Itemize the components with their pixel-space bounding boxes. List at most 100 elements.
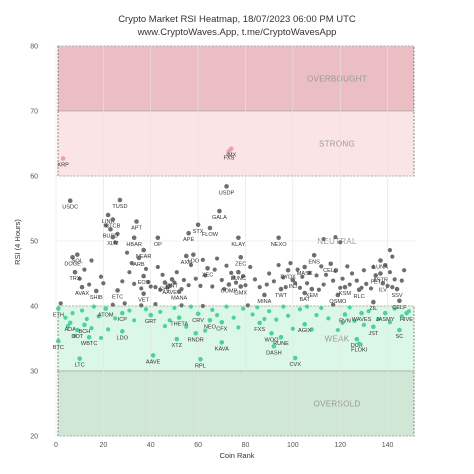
coin-point <box>304 304 310 309</box>
coin-point-link <box>105 212 111 218</box>
coin-point-ldo <box>120 329 125 334</box>
coin-point <box>63 315 68 320</box>
coin-point-neo <box>207 318 213 323</box>
zone-oversold <box>57 370 415 437</box>
coin-point-osmo <box>335 292 341 298</box>
coin-label-doge: DOGE <box>64 261 81 267</box>
coin-point <box>314 313 319 318</box>
coin-point <box>390 254 395 259</box>
zone-strong <box>57 110 415 177</box>
coin-point-xec <box>205 266 210 271</box>
coin-point <box>335 327 340 333</box>
coin-label-zec: ZEC <box>235 261 246 267</box>
coin-point <box>281 304 286 309</box>
coin-point <box>127 308 132 313</box>
coin-point-lunc <box>236 269 241 275</box>
coin-point <box>193 276 198 281</box>
coin-point-rpl <box>198 357 203 362</box>
coin-point <box>181 277 186 283</box>
coin-label-dcr: DCR <box>351 343 363 349</box>
coin-point <box>203 328 208 333</box>
x-tick-label: 140 <box>382 442 394 449</box>
coin-point-aave <box>150 353 156 358</box>
coin-point <box>319 264 324 269</box>
coin-label-ada: ADA <box>64 327 76 333</box>
coin-point-celf <box>397 298 402 304</box>
coin-point <box>274 317 279 322</box>
coin-point <box>233 280 239 285</box>
coin-point <box>122 301 127 306</box>
coin-point-mana <box>176 289 182 295</box>
coin-point-dot <box>75 327 80 333</box>
coin-point <box>91 304 96 309</box>
coin-label-eth: ETH <box>53 313 64 319</box>
coin-point <box>392 277 397 282</box>
coin-point-kava <box>219 340 225 345</box>
coin-point <box>309 327 314 332</box>
coin-point <box>281 275 286 280</box>
x-tick-label: 100 <box>287 442 299 449</box>
coin-point-imx <box>228 146 234 151</box>
coin-point-woo <box>269 331 274 336</box>
coin-label-rlc: RLC <box>354 294 365 300</box>
coin-label-sol: SOL <box>72 259 83 265</box>
coin-point <box>210 284 215 289</box>
coin-label-flow: FLOW <box>202 232 219 238</box>
coin-point <box>148 284 153 289</box>
coin-point <box>333 235 338 240</box>
coin-point-luna <box>378 258 383 263</box>
coin-point-aave <box>167 283 172 289</box>
coin-label-woo: WOO <box>265 337 280 343</box>
coin-point-fet <box>373 273 379 278</box>
coin-point <box>84 316 89 322</box>
coin-point <box>331 278 336 283</box>
coin-label-btcb: BTCB <box>105 224 120 230</box>
coin-label-cfx: CFX <box>216 326 227 332</box>
coin-point <box>82 267 87 272</box>
x-axis-label: Coin Rank <box>219 451 254 460</box>
coin-label-imx: IMX <box>226 153 236 159</box>
coin-point <box>70 311 75 316</box>
coin-point <box>79 308 85 313</box>
coin-point-hbar <box>131 235 137 241</box>
coin-point <box>106 327 111 332</box>
coin-label-inj: INJ <box>289 284 298 290</box>
coin-point <box>314 273 319 278</box>
coin-point-theta <box>176 315 182 321</box>
coin-point-busd <box>108 227 113 232</box>
coin-point <box>155 264 160 270</box>
coin-point-rvn <box>342 312 348 317</box>
coin-point-trx <box>72 269 78 275</box>
coin-point <box>333 268 338 273</box>
coin-label-usdc: USDC <box>62 205 78 211</box>
coin-label-agix: AGIX <box>298 328 312 334</box>
coin-point <box>186 283 191 288</box>
coin-point <box>297 285 303 290</box>
coin-label-avax: AVAX <box>75 291 89 297</box>
coin-point <box>72 333 78 338</box>
coin-label-xec: XEC <box>202 272 214 278</box>
coin-point <box>89 326 94 331</box>
coin-point <box>338 240 343 245</box>
coin-label-tusd: TUSD <box>112 204 127 210</box>
coin-point-stx <box>195 222 201 228</box>
coin-point <box>113 240 118 245</box>
zone-label-overbought: OVERBOUGHT <box>307 75 367 84</box>
x-tick-label: 40 <box>147 442 155 449</box>
coin-point <box>115 231 120 236</box>
coin-label-stx: STX <box>193 229 204 235</box>
coin-point <box>203 273 208 278</box>
coin-label-celf: CELF <box>392 305 407 311</box>
coin-point-chz <box>162 280 168 285</box>
x-tick-label: 80 <box>242 442 250 449</box>
coin-label-fet: FET <box>370 279 381 285</box>
coin-point <box>210 307 215 312</box>
coin-point <box>326 316 331 321</box>
coin-point-etc <box>115 288 120 293</box>
coin-point-comp <box>226 282 232 287</box>
rsi-zones: OVERBOUGHT STRONG NEUTRAL WEAK OVERSOLD <box>57 45 415 437</box>
coin-point-ilv <box>380 280 386 286</box>
coin-point <box>198 283 203 288</box>
coin-label-ldo: LDO <box>188 259 200 265</box>
coin-label-gmx: GMX <box>234 291 247 297</box>
